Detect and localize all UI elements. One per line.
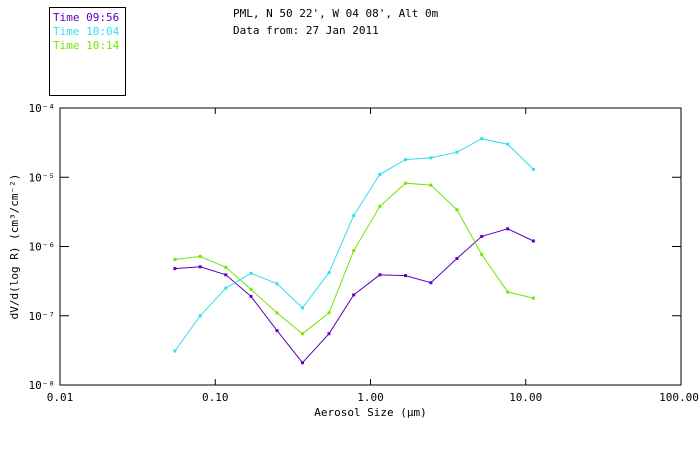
x-tick-label: 10.00 bbox=[509, 391, 542, 404]
series-marker-1 bbox=[352, 214, 356, 217]
series-marker-0 bbox=[249, 294, 253, 298]
plot-title: PML, N 50 22', W 04 08', Alt 0m bbox=[233, 7, 439, 20]
y-tick-label: 10⁻⁶ bbox=[29, 241, 56, 254]
series-marker-0 bbox=[275, 329, 279, 333]
series-marker-2 bbox=[531, 296, 535, 300]
series-marker-1 bbox=[275, 282, 279, 286]
x-tick-label: 1.00 bbox=[357, 391, 384, 404]
series-marker-1 bbox=[404, 158, 407, 162]
series-marker-2 bbox=[404, 181, 407, 185]
x-tick-label: 0.10 bbox=[202, 391, 229, 404]
series-marker-0 bbox=[352, 293, 356, 297]
series-marker-0 bbox=[480, 234, 484, 238]
header: PML, N 50 22', W 04 08', Alt 0m Data fro… bbox=[233, 5, 438, 39]
series-marker-2 bbox=[429, 183, 433, 187]
series-marker-0 bbox=[429, 281, 433, 285]
series-marker-0 bbox=[198, 265, 202, 269]
y-tick-label: 10⁻⁴ bbox=[29, 102, 56, 115]
series-marker-1 bbox=[173, 349, 177, 353]
plot-frame bbox=[59, 107, 682, 386]
series-marker-1 bbox=[531, 167, 535, 171]
x-tick-label: 0.01 bbox=[47, 391, 74, 404]
series-marker-2 bbox=[198, 254, 202, 258]
series-marker-2 bbox=[173, 258, 177, 261]
series-marker-0 bbox=[378, 273, 382, 277]
series-marker-2 bbox=[301, 332, 304, 336]
series-marker-1 bbox=[249, 271, 253, 275]
series-marker-1 bbox=[429, 156, 433, 160]
series-marker-2 bbox=[455, 208, 459, 212]
y-tick-label: 10⁻⁷ bbox=[29, 310, 56, 323]
series-marker-0 bbox=[224, 273, 228, 277]
series-marker-1 bbox=[455, 150, 459, 154]
series-marker-2 bbox=[224, 265, 228, 269]
series-marker-1 bbox=[327, 271, 331, 275]
legend-item-time-0956: Time 09:56 bbox=[53, 11, 120, 24]
y-axis-title: dV/d(log R) (cm³/cm⁻²) bbox=[8, 174, 21, 320]
plot-subtitle: Data from: 27 Jan 2011 bbox=[233, 24, 379, 37]
series-marker-0 bbox=[173, 267, 177, 271]
series-marker-0 bbox=[327, 332, 331, 336]
legend-item-time-1004: Time 10:04 bbox=[53, 25, 120, 38]
series-marker-2 bbox=[275, 311, 279, 315]
series-marker-0 bbox=[531, 239, 535, 243]
series-marker-2 bbox=[249, 287, 253, 291]
series-marker-1 bbox=[506, 142, 510, 146]
series-line-1 bbox=[174, 138, 534, 352]
series-marker-1 bbox=[224, 286, 228, 290]
series-marker-0 bbox=[455, 257, 459, 260]
legend-item-time-1014: Time 10:14 bbox=[53, 39, 120, 52]
series-marker-2 bbox=[378, 204, 382, 208]
series-marker-0 bbox=[301, 361, 304, 365]
x-axis-title: Aerosol Size (μm) bbox=[314, 406, 427, 419]
series-marker-1 bbox=[198, 314, 202, 318]
y-tick-label: 10⁻⁸ bbox=[29, 379, 56, 392]
series-marker-2 bbox=[352, 249, 356, 253]
series-marker-1 bbox=[378, 172, 382, 176]
series-marker-0 bbox=[506, 227, 510, 231]
legend-box: Time 09:56 Time 10:04 Time 10:14 bbox=[49, 7, 126, 96]
series-marker-2 bbox=[327, 311, 331, 315]
series-marker-1 bbox=[301, 306, 304, 310]
y-tick-label: 10⁻⁵ bbox=[29, 171, 56, 184]
series-marker-1 bbox=[480, 137, 484, 141]
series-line-2 bbox=[174, 182, 534, 335]
series-marker-0 bbox=[404, 274, 407, 278]
series-marker-2 bbox=[480, 252, 484, 256]
series-marker-2 bbox=[506, 290, 510, 294]
x-tick-label: 100.00 bbox=[659, 391, 699, 404]
